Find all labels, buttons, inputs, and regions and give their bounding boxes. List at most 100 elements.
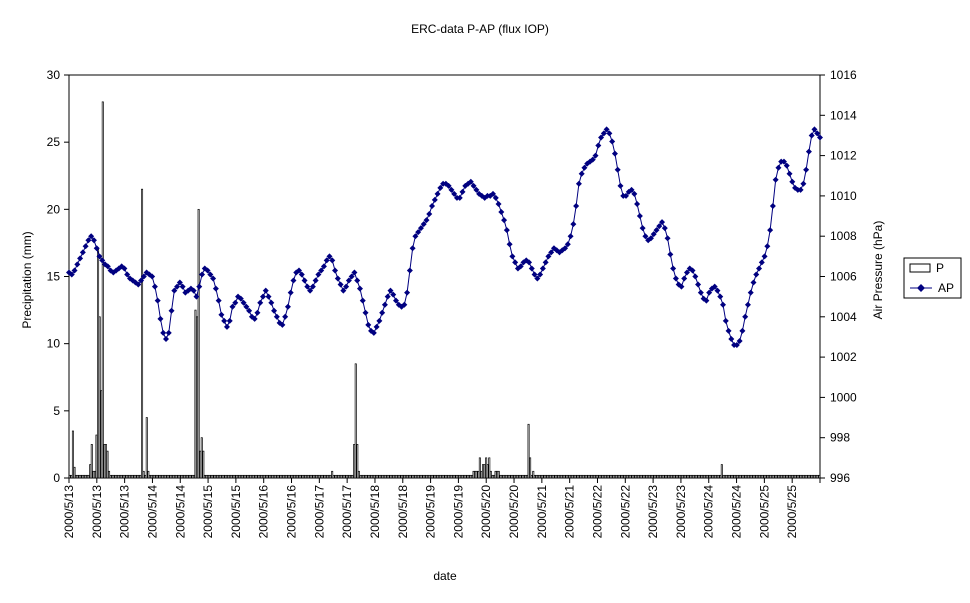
air-pressure-point [210, 275, 217, 282]
precipitation-bar [159, 474, 162, 479]
air-pressure-point [800, 180, 807, 187]
air-pressure-point [647, 235, 654, 242]
air-pressure-point [393, 297, 399, 304]
y-axis-label-right: Air Pressure (hPa) [871, 221, 885, 320]
air-pressure-point [82, 243, 89, 250]
precipitation-bar [656, 474, 659, 479]
precipitation-bar [442, 474, 445, 479]
precipitation-bar [522, 474, 525, 479]
air-pressure-point [168, 307, 175, 314]
air-pressure-point [345, 277, 352, 284]
precipitation-bar [540, 474, 543, 479]
air-pressure-point [390, 291, 397, 298]
precipitation-bar [320, 474, 323, 479]
precipitation-bar [742, 474, 745, 479]
air-pressure-point [744, 301, 751, 308]
precipitation-bar [419, 474, 422, 479]
precipitation-bar [288, 474, 291, 479]
precipitation-bar [455, 474, 458, 479]
precipitation-bar [527, 423, 530, 479]
precipitation-bar [433, 474, 436, 479]
air-pressure-point [811, 126, 818, 133]
precipitation-bar [709, 474, 712, 479]
air-pressure-point [470, 182, 477, 189]
precipitation-bar [800, 474, 803, 479]
air-pressure-point [68, 271, 75, 278]
precipitation-bar [518, 474, 521, 479]
precipitation-bar [422, 474, 425, 479]
precipitation-bar [651, 474, 654, 479]
air-pressure-point [326, 253, 333, 260]
air-pressure-point [199, 271, 206, 278]
precipitation-bar [302, 474, 305, 479]
precipitation-bars [68, 101, 821, 479]
precipitation-bar [370, 474, 373, 479]
air-pressure-point [406, 267, 413, 274]
air-pressure-point [296, 267, 303, 274]
air-pressure-point [720, 301, 727, 308]
precipitation-bar [494, 470, 497, 479]
air-pressure-point [772, 176, 779, 183]
x-tick-label: 2000/5/20 [507, 485, 521, 539]
precipitation-bar [615, 474, 618, 479]
air-pressure-point [343, 283, 350, 290]
air-pressure-point [659, 219, 666, 226]
precipitation-bar [323, 474, 326, 479]
air-pressure-point [711, 283, 718, 290]
precipitation-bar [628, 474, 631, 479]
air-pressure-point [77, 255, 84, 262]
precipitation-bar [136, 474, 139, 479]
air-pressure-point [733, 342, 740, 349]
precipitation-bar [601, 474, 604, 479]
precipitation-bar [772, 474, 775, 479]
air-pressure-point [415, 229, 422, 236]
precipitation-bar [210, 474, 213, 479]
air-pressure-point [373, 323, 380, 330]
precipitation-bar [268, 474, 271, 479]
precipitation-bar [460, 474, 462, 479]
air-pressure-point [814, 130, 821, 137]
precipitation-bar [263, 474, 266, 479]
precipitation-bar [390, 474, 393, 479]
precipitation-bar [133, 474, 136, 479]
precipitation-bar [229, 474, 232, 479]
x-tick-label: 2000/5/16 [285, 485, 299, 539]
precipitation-bar [791, 474, 794, 479]
precipitation-bar [761, 474, 764, 479]
precipitation-bar [499, 474, 502, 479]
air-pressure-point [758, 259, 765, 266]
precipitation-bar [526, 474, 528, 479]
precipitation-bar [409, 474, 412, 479]
precipitation-bar [161, 474, 164, 479]
air-pressure-point [603, 126, 610, 133]
precipitation-bar [123, 474, 126, 479]
precipitation-bar [395, 474, 398, 479]
x-tick-label: 2000/5/18 [368, 485, 382, 539]
precipitation-bar [271, 474, 274, 479]
air-pressure-point [805, 148, 812, 155]
air-pressure-point [124, 271, 131, 278]
air-pressure-point [456, 194, 463, 201]
precipitation-bar [643, 474, 646, 479]
precipitation-bar [414, 474, 417, 479]
air-pressure-point [273, 313, 280, 320]
precipitation-bar [511, 474, 514, 479]
air-pressure-point [717, 293, 724, 300]
air-pressure-point [318, 267, 325, 274]
precipitation-bar [405, 474, 407, 479]
precipitation-bar [730, 474, 733, 479]
precipitation-bar [202, 450, 205, 479]
precipitation-bar [368, 474, 371, 479]
precipitation-bar [549, 474, 552, 479]
air-pressure-point [609, 138, 616, 145]
precipitation-bar [125, 474, 128, 479]
precipitation-bar [668, 474, 671, 479]
air-pressure-point [381, 301, 388, 308]
precipitation-bar [90, 444, 93, 479]
precipitation-bar [408, 474, 411, 479]
left-y-tick-label: 30 [47, 68, 61, 82]
precipitation-bar [461, 474, 464, 479]
precipitation-bar [249, 474, 252, 479]
precipitation-bar [203, 474, 206, 479]
